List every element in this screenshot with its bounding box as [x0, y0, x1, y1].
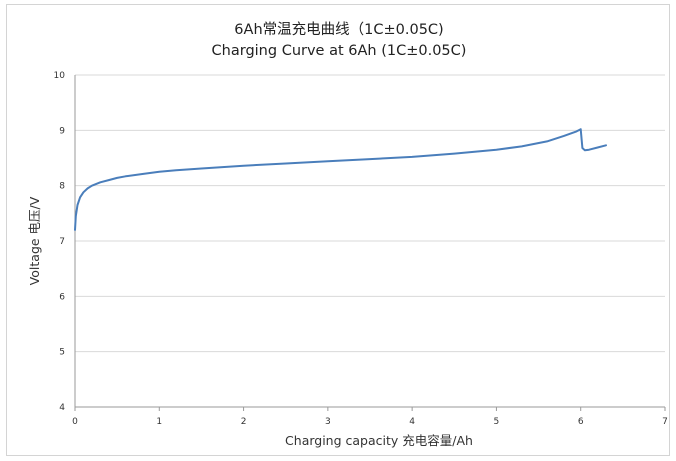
- y-axis-label: Voltage 电压/V: [27, 196, 42, 285]
- y-tick-label-4: 4: [59, 403, 65, 413]
- x-tick-label-2: 2: [241, 417, 247, 427]
- x-tick-label-1: 1: [156, 417, 162, 427]
- y-tick-label-9: 9: [59, 126, 65, 136]
- chart-subtitle: Charging Curve at 6Ah (1C±0.05C): [212, 43, 467, 59]
- chart-title: 6Ah常温充电曲线（1C±0.05C): [234, 21, 443, 38]
- y-tick-label-8: 8: [59, 182, 65, 192]
- chart-frame: 6Ah常温充电曲线（1C±0.05C) Charging Curve at 6A…: [6, 4, 670, 456]
- gridlines: [75, 74, 665, 353]
- x-tick-label-0: 0: [72, 417, 78, 427]
- x-tick-label-6: 6: [578, 417, 584, 427]
- y-tick-label-7: 7: [59, 237, 65, 247]
- y-tick-label-10: 10: [54, 71, 66, 81]
- x-tick-label-4: 4: [409, 417, 415, 427]
- x-tick-label-5: 5: [494, 417, 500, 427]
- x-tick-label-3: 3: [325, 417, 331, 427]
- y-tick-label-6: 6: [59, 292, 65, 302]
- x-tick-label-7: 7: [662, 417, 668, 427]
- y-tick-label-5: 5: [59, 348, 65, 358]
- series-layer: [74, 128, 607, 231]
- x-axis-label: Charging capacity 充电容量/Ah: [285, 433, 473, 448]
- series-line-0: [74, 128, 607, 231]
- charging-curve-chart: 6Ah常温充电曲线（1C±0.05C) Charging Curve at 6A…: [27, 21, 668, 448]
- tick-labels: 4 5 6 7 8 9 10 0 1 2 3 4 5 6 7: [54, 71, 668, 427]
- axes: [74, 75, 666, 411]
